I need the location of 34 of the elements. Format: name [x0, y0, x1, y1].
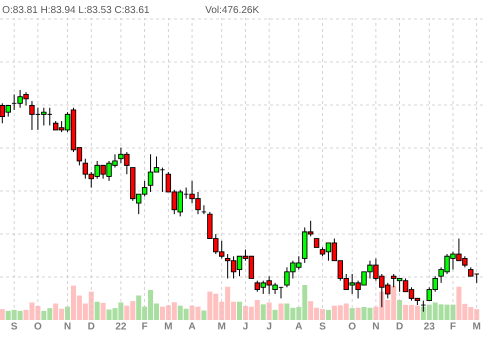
x-tick-label: F — [142, 322, 148, 330]
x-tick-label: S — [319, 322, 326, 330]
x-tick-label: A — [188, 322, 196, 330]
bar — [278, 304, 284, 320]
x-tick-label: M — [218, 322, 226, 330]
x-tick-label: M — [164, 322, 172, 330]
chart-title: Vol:476.26K — [205, 6, 260, 14]
bar — [266, 302, 272, 320]
x-tick-label: D — [88, 322, 94, 330]
x-tick-label: A — [295, 322, 302, 330]
bar — [65, 306, 70, 320]
x-tick-label: O — [348, 322, 356, 330]
bar — [100, 302, 106, 320]
x-tick-label: 23 — [424, 322, 434, 330]
x-tick-label: J — [266, 322, 272, 330]
bar — [350, 308, 355, 320]
chart-title: O:83.81 H:83.94 L:83.53 C:83.61 — [2, 6, 150, 14]
x-tick-label: S — [11, 322, 18, 330]
bar — [201, 310, 206, 320]
bar — [326, 310, 331, 320]
x-tick-label: 22 — [116, 322, 126, 330]
x-tick-label: F — [450, 322, 456, 330]
bar — [94, 302, 100, 320]
x-tick-label: J — [242, 322, 248, 330]
x-tick-label: O — [34, 322, 42, 330]
bar — [356, 308, 361, 320]
x-tick-label: D — [396, 322, 403, 330]
x-tick-label: N — [372, 322, 379, 330]
x-tick-label: M — [473, 322, 480, 330]
x-tick-label: N — [64, 322, 70, 330]
bar — [272, 310, 278, 320]
bar — [0, 309, 5, 320]
bar — [236, 302, 242, 320]
bar — [260, 304, 266, 320]
